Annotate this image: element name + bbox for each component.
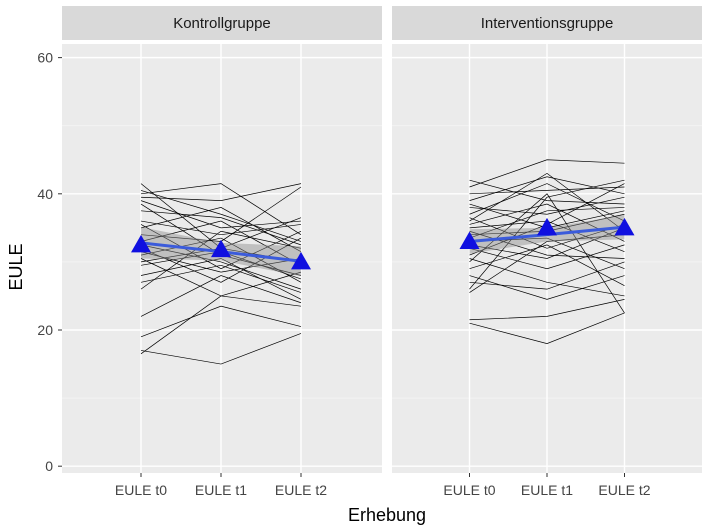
- mean-marker: [537, 217, 557, 236]
- individual-line: [469, 227, 625, 259]
- individual-line: [140, 183, 302, 201]
- x-tick-label: EULE t0: [443, 482, 495, 498]
- x-tick-label: EULE t1: [195, 482, 247, 498]
- facet-strip: [392, 6, 702, 40]
- panel-interventionsgruppe: Interventionsgruppe EULE t0 EULE t1 EULE t2: [392, 6, 702, 498]
- individual-line: [469, 244, 625, 270]
- mean-marker: [291, 251, 311, 270]
- y-tick-label: 20: [37, 322, 53, 338]
- mean-marker: [614, 217, 635, 236]
- individual-line: [140, 200, 302, 229]
- individual-line: [140, 333, 302, 365]
- y-tick-label: 60: [37, 50, 53, 66]
- individual-line: [140, 271, 302, 355]
- individual-line: [140, 305, 302, 338]
- mean-marker: [131, 234, 151, 253]
- individual-line: [469, 258, 625, 297]
- individual-line: [469, 244, 625, 287]
- individual-line: [469, 299, 625, 321]
- mean-marker: [211, 239, 231, 258]
- x-tick-label: EULE t2: [598, 482, 650, 498]
- panel-kontrollgruppe: Kontrollgruppe EULE t0 EULE t1 EULE t2: [62, 6, 382, 498]
- x-axis-title: Erhebung: [348, 505, 426, 525]
- individual-line: [469, 196, 625, 215]
- individual-line: [140, 224, 302, 270]
- x-tick-label: EULE t2: [275, 482, 327, 498]
- x-tick-label: EULE t0: [115, 482, 167, 498]
- individual-line: [140, 264, 302, 293]
- individual-line: [140, 183, 302, 235]
- individual-line: [140, 230, 302, 290]
- x-tick-label: EULE t1: [521, 482, 573, 498]
- facet-strip: [62, 6, 382, 40]
- facet-strip-label: Kontrollgruppe: [173, 15, 271, 32]
- y-axis-title: EULE: [6, 243, 26, 290]
- individual-line: [140, 251, 302, 273]
- individual-line: [140, 210, 302, 246]
- individual-line: [469, 159, 625, 188]
- individual-line: [469, 207, 625, 239]
- individual-line: [469, 275, 625, 300]
- individual-line: [140, 237, 302, 283]
- individual-line: [469, 176, 625, 201]
- individual-line: [469, 172, 625, 232]
- individual-line: [469, 312, 625, 344]
- mean-marker: [459, 231, 480, 249]
- individual-line: [469, 179, 625, 290]
- individual-line: [140, 237, 302, 283]
- individual-line: [469, 234, 625, 293]
- panel-background: [62, 44, 382, 473]
- facet-strip-label: Interventionsgruppe: [481, 15, 614, 32]
- individual-line: [140, 275, 302, 317]
- individual-line: [469, 217, 625, 249]
- individual-line: [469, 261, 625, 290]
- y-tick-label: 0: [45, 458, 53, 474]
- y-axis: 0 20 40 60: [37, 50, 62, 474]
- individual-line: [140, 207, 302, 252]
- y-tick-label: 40: [37, 186, 53, 202]
- individual-line: [140, 220, 302, 266]
